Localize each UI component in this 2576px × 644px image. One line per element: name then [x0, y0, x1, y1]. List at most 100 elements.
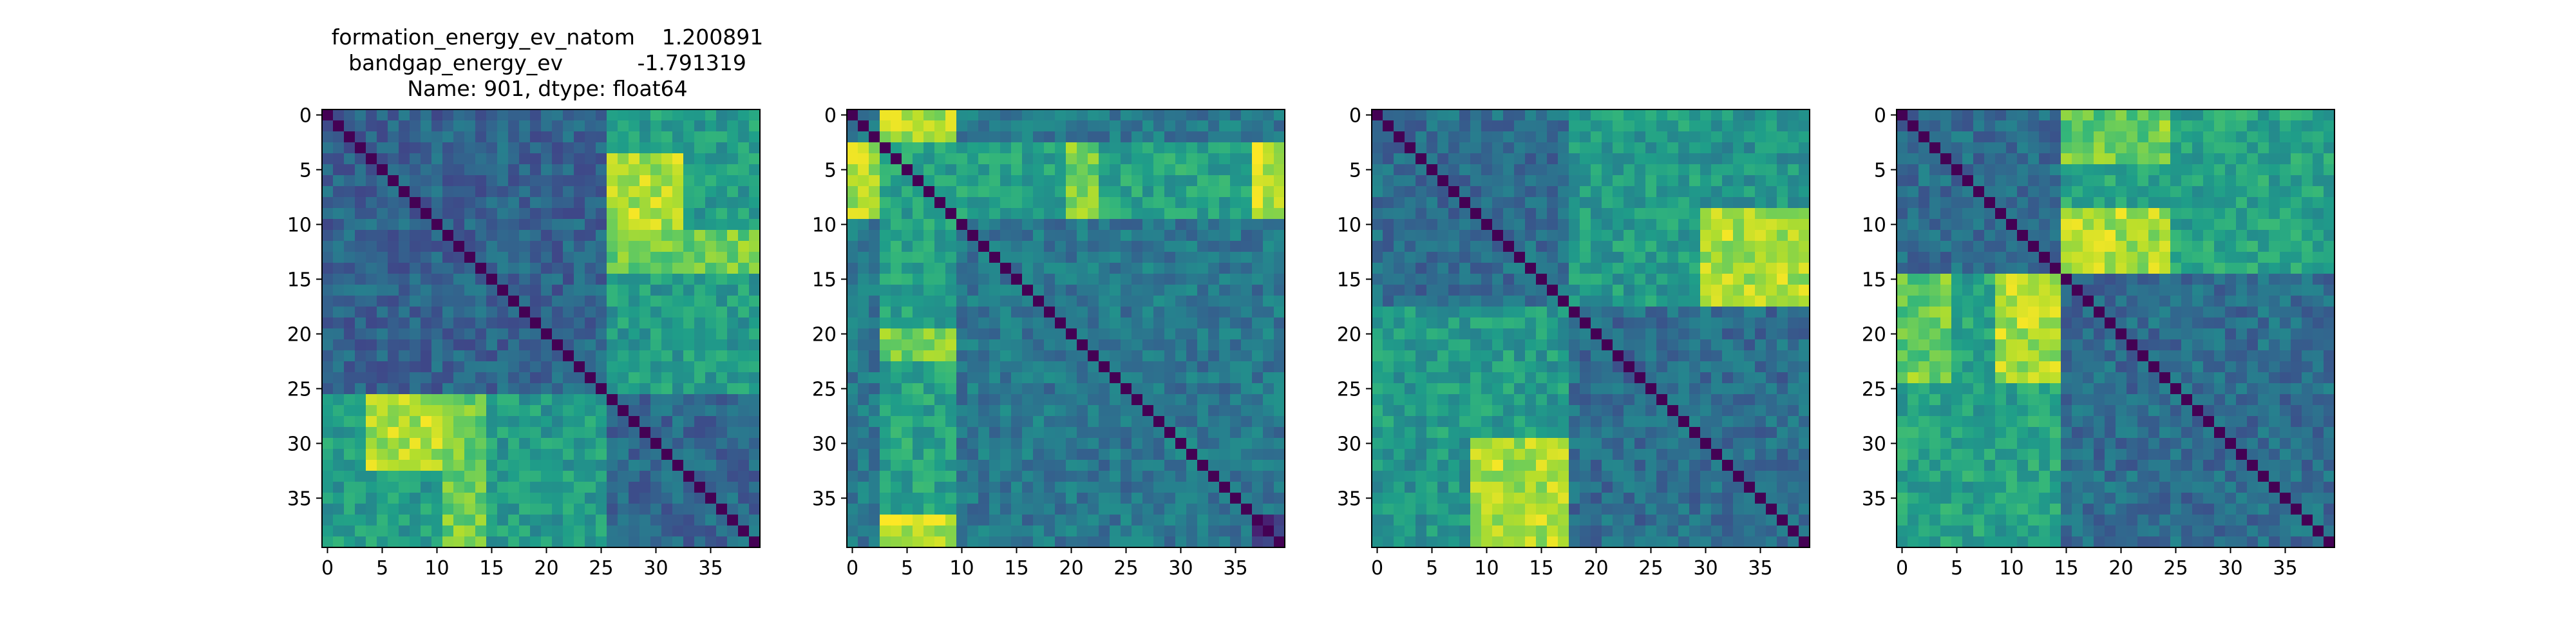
heatmap-cell [530, 197, 542, 209]
heatmap-cell [1099, 317, 1110, 329]
heatmap-cell [913, 383, 924, 395]
heatmap-cell [1744, 274, 1756, 285]
heatmap-cell [618, 405, 629, 417]
heatmap-cell [891, 482, 902, 493]
heatmap-cell [1437, 120, 1449, 132]
heatmap-cell [519, 460, 531, 471]
heatmap-cell [1459, 252, 1471, 263]
heatmap-cell [1470, 405, 1482, 417]
heatmap-cell [672, 383, 684, 395]
heatmap-cell [1744, 493, 1756, 504]
heatmap-cell [1558, 274, 1569, 285]
heatmap-cell [1481, 394, 1493, 406]
heatmap-cell [1492, 307, 1504, 318]
heatmap-cell [377, 449, 388, 460]
heatmap-cell [1645, 493, 1657, 504]
heatmap-cell [1241, 405, 1253, 417]
heatmap-cell [541, 175, 553, 187]
heatmap-cell [639, 296, 651, 307]
heatmap-cell [410, 241, 421, 252]
heatmap-cell [1230, 142, 1242, 154]
heatmap-cell [1274, 109, 1285, 121]
heatmap-cell [574, 186, 585, 198]
heatmap-cell [650, 252, 662, 263]
heatmap-cell [344, 274, 355, 285]
heatmap-cell [486, 285, 498, 296]
heatmap-cell [1110, 274, 1121, 285]
heatmap-cell [2302, 120, 2313, 132]
heatmap-cell [366, 317, 377, 329]
heatmap-cell [1066, 241, 1077, 252]
heatmap-cell [552, 394, 564, 406]
heatmap-cell [486, 526, 498, 537]
heatmap-cell [1514, 252, 1526, 263]
heatmap-cell [1558, 427, 1569, 439]
heatmap-cell [1405, 482, 1416, 493]
heatmap-cell [2061, 120, 2072, 132]
heatmap-cell [1667, 252, 1679, 263]
heatmap-cell [705, 219, 717, 231]
heatmap-cell [989, 153, 1001, 165]
heatmap-cell [1033, 263, 1045, 274]
heatmap-cell [1656, 285, 1668, 296]
heatmap-cell [945, 416, 957, 428]
heatmap-cell [716, 339, 728, 351]
heatmap-cell [1733, 536, 1745, 548]
heatmap-cell [934, 515, 946, 526]
heatmap-cell [585, 361, 596, 373]
heatmap-cell [1175, 460, 1187, 471]
heatmap-cell [705, 263, 717, 274]
heatmap-cell [1459, 438, 1471, 450]
heatmap-cell [716, 131, 728, 143]
heatmap-cell [891, 504, 902, 515]
heatmap-cell [1263, 504, 1274, 515]
heatmap-cell [1602, 328, 1613, 340]
heatmap-cell [956, 493, 968, 504]
heatmap-cell [1230, 263, 1242, 274]
heatmap-cell [1744, 120, 1756, 132]
heatmap-cell [1274, 175, 1285, 187]
heatmap-cell [1197, 339, 1209, 351]
heatmap-cell [1044, 252, 1056, 263]
heatmap-cell [1088, 208, 1099, 220]
heatmap-cell [1481, 383, 1493, 395]
heatmap-cell [1132, 526, 1143, 537]
heatmap-cell [716, 350, 728, 362]
heatmap-cell [486, 120, 498, 132]
heatmap-cell [585, 383, 596, 395]
heatmap-cell [519, 515, 531, 526]
heatmap-cell [1613, 328, 1624, 340]
heatmap-cell [1153, 372, 1165, 384]
heatmap-cell [1142, 131, 1154, 143]
heatmap-cell [541, 361, 553, 373]
heatmap-cell [727, 328, 739, 340]
heatmap-cell [421, 175, 432, 187]
heatmap-cell [366, 296, 377, 307]
heatmap-cell [1569, 504, 1580, 515]
heatmap-cell [1088, 241, 1099, 252]
heatmap-cell [1591, 175, 1602, 187]
heatmap-cell [672, 285, 684, 296]
heatmap-cell [1011, 493, 1023, 504]
heatmap-cell [869, 328, 880, 340]
heatmap-cell [1722, 252, 1734, 263]
heatmap-cell [377, 131, 388, 143]
heatmap-cell [453, 427, 465, 439]
heatmap-cell [410, 427, 421, 439]
heatmap-cell [421, 328, 432, 340]
heatmap-cell [891, 536, 902, 548]
heatmap-cell [1711, 372, 1723, 384]
heatmap-cell [1547, 460, 1558, 471]
heatmap-cell [1777, 460, 1788, 471]
heatmap-cell [1416, 164, 1427, 176]
heatmap-cell [1033, 526, 1045, 537]
heatmap-cell [891, 307, 902, 318]
heatmap-cell [585, 504, 596, 515]
heatmap-cell [2269, 109, 2280, 121]
heatmap-cell [1416, 460, 1427, 471]
heatmap-cell [956, 317, 968, 329]
heatmap-cell [1437, 186, 1449, 198]
heatmap-cell [989, 186, 1001, 198]
heatmap-cell [967, 296, 979, 307]
heatmap-cell [902, 493, 913, 504]
